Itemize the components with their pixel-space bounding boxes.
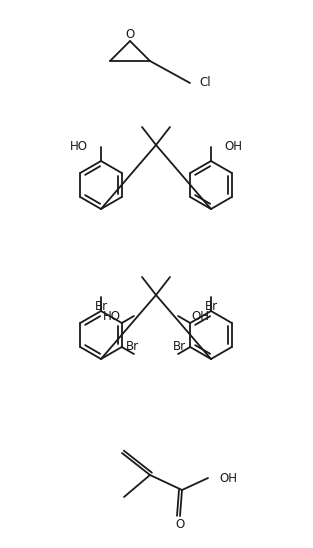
- Text: HO: HO: [103, 310, 121, 323]
- Text: O: O: [175, 517, 185, 530]
- Text: OH: OH: [191, 310, 209, 323]
- Text: Br: Br: [95, 300, 108, 312]
- Text: OH: OH: [224, 140, 242, 153]
- Text: O: O: [126, 27, 135, 41]
- Text: Cl: Cl: [199, 77, 211, 89]
- Text: OH: OH: [219, 471, 237, 484]
- Text: HO: HO: [70, 140, 88, 153]
- Text: Br: Br: [172, 340, 186, 353]
- Text: Br: Br: [204, 300, 218, 312]
- Text: Br: Br: [126, 340, 140, 353]
